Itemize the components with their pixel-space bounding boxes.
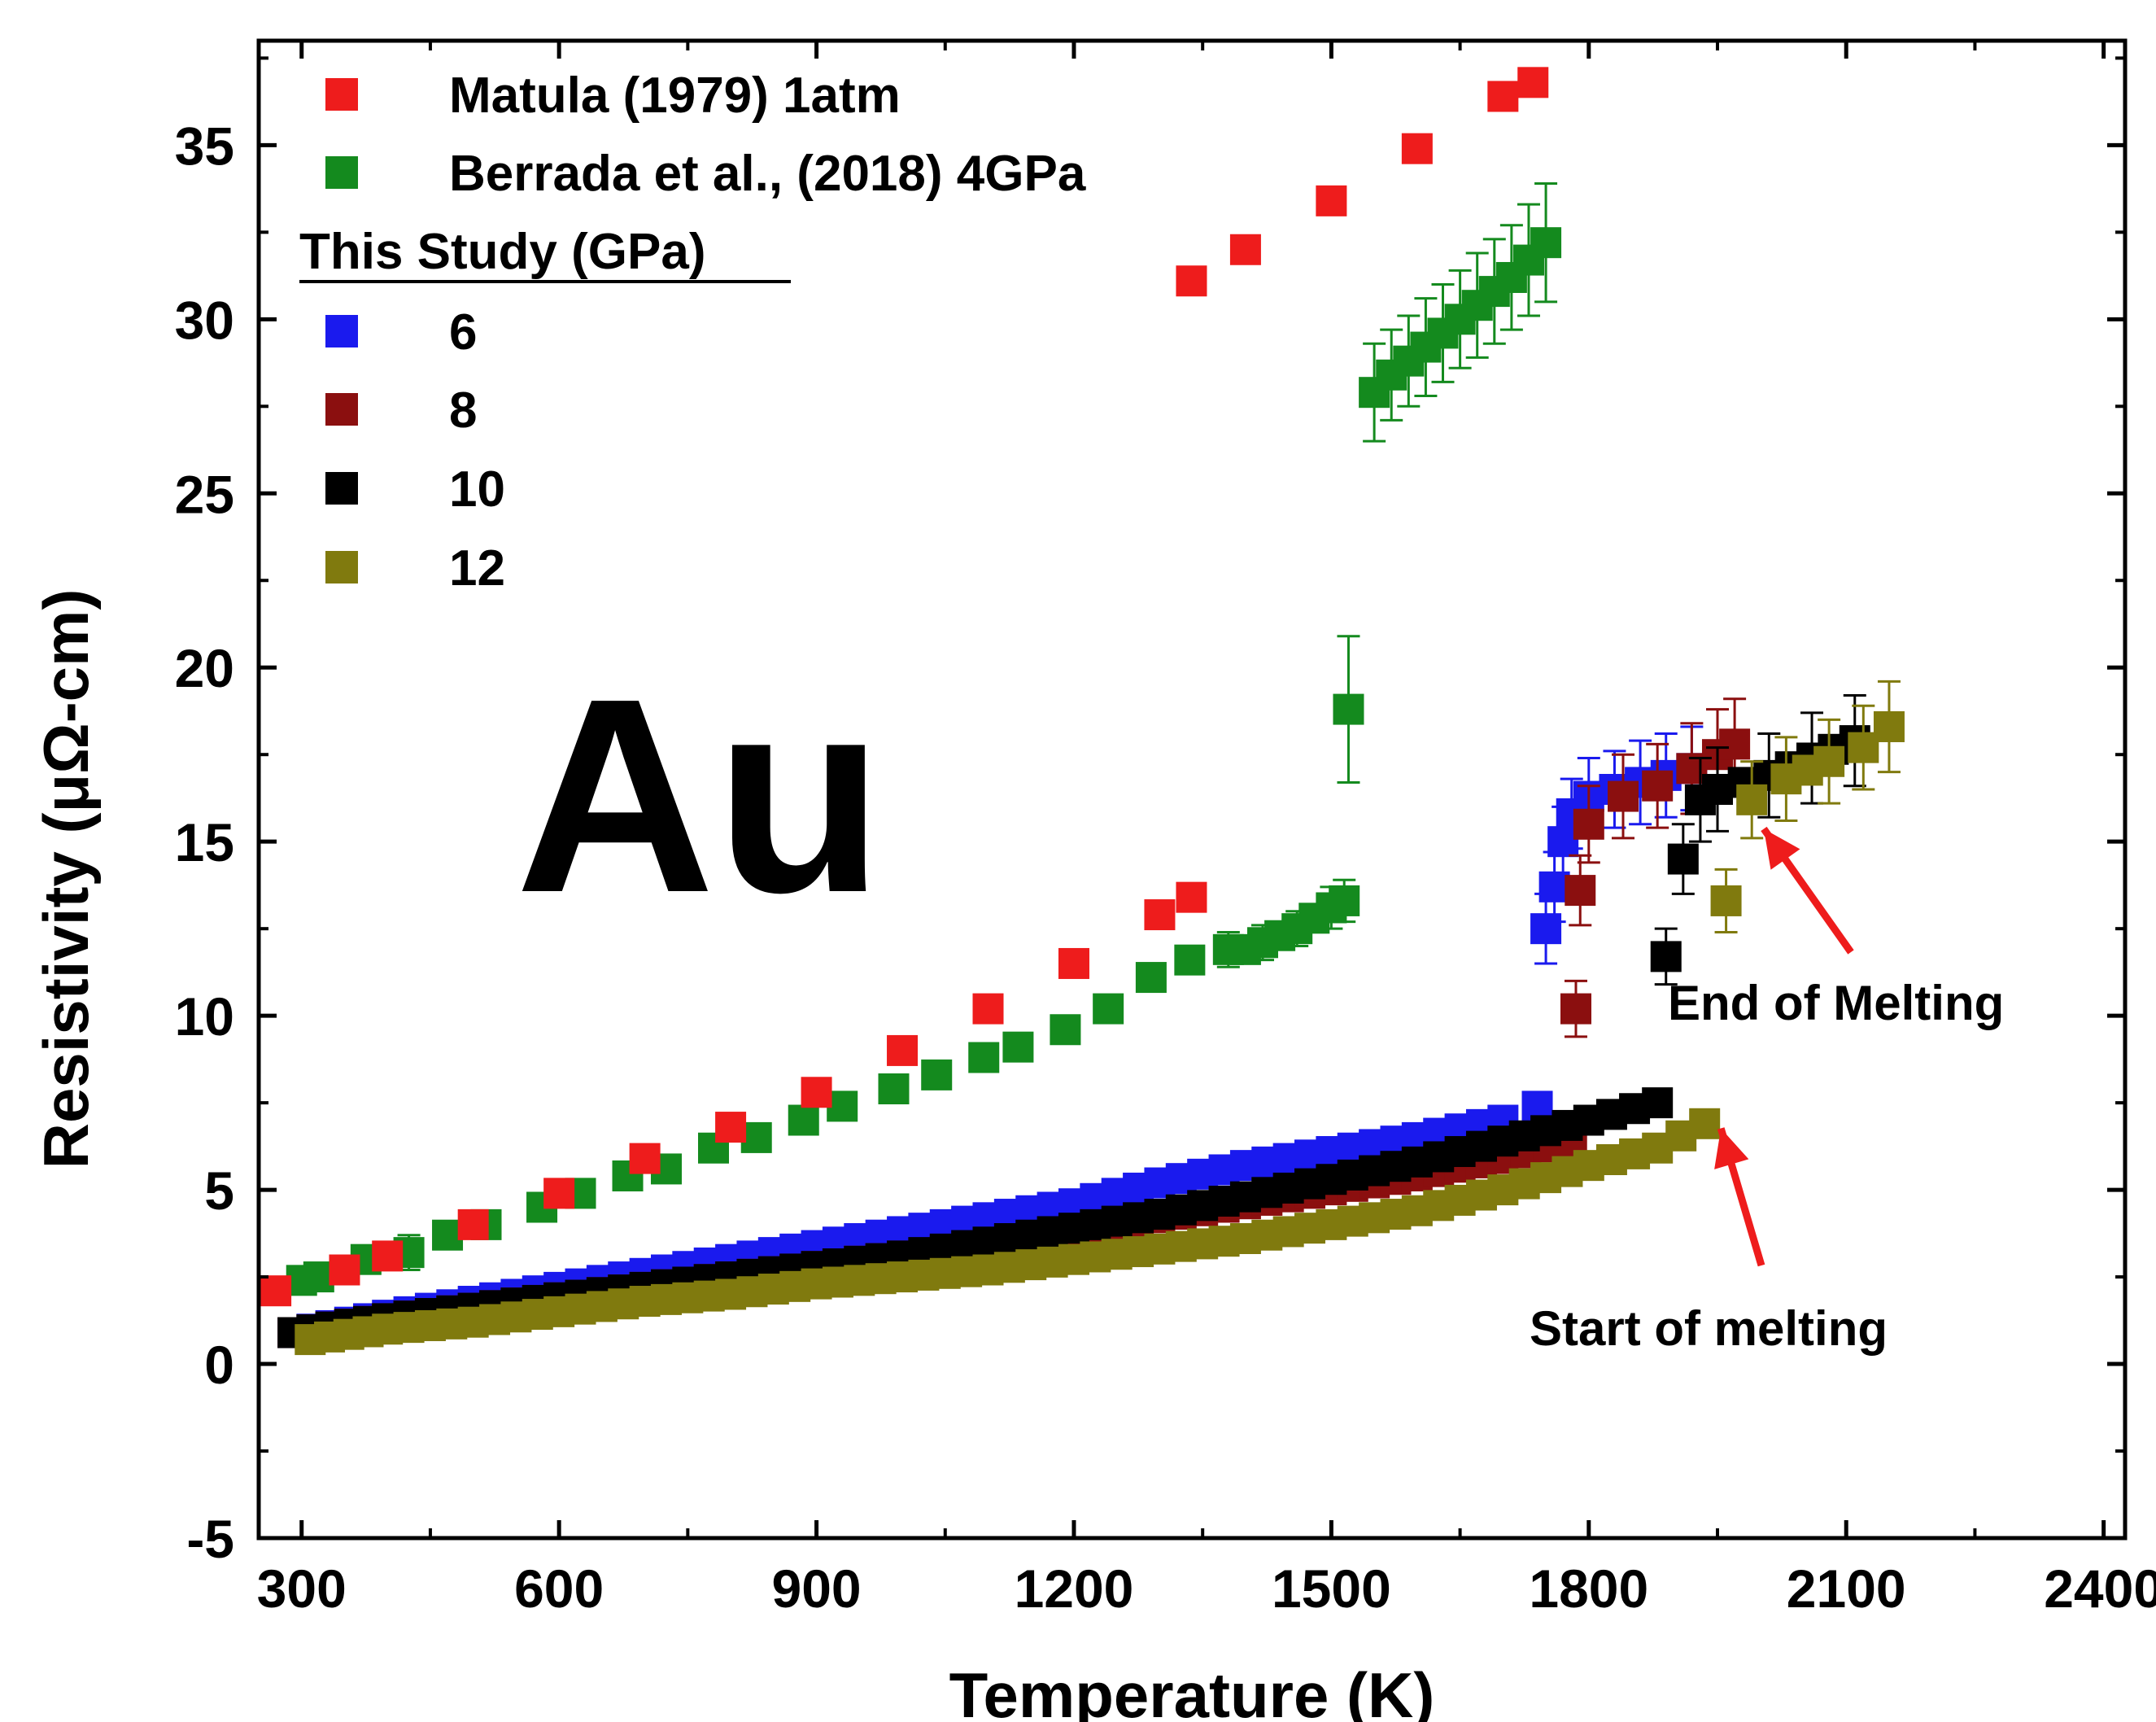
legend-marker	[325, 393, 358, 426]
data-point	[887, 1034, 919, 1066]
legend-marker	[325, 551, 358, 583]
legend-marker	[325, 315, 358, 347]
data-point	[372, 1240, 404, 1272]
data-point	[1530, 227, 1562, 259]
y-tick-label: 0	[204, 1335, 234, 1395]
x-tick-label: 600	[514, 1558, 604, 1619]
y-tick-label: 35	[175, 116, 234, 176]
data-point	[1316, 185, 1347, 216]
legend: This Study (GPa) Matula (1979) 1atm Berra…	[299, 68, 1086, 597]
data-point	[878, 1073, 910, 1104]
data-point	[1517, 67, 1549, 98]
data-point	[1329, 885, 1360, 916]
x-tick-label: 1800	[1529, 1558, 1648, 1619]
data-point	[1174, 944, 1206, 976]
y-tick-label: 15	[175, 812, 234, 872]
data-point	[1144, 899, 1176, 931]
data-point	[968, 1042, 1000, 1073]
x-tick-label: 300	[257, 1558, 347, 1619]
x-tick-label: 900	[772, 1558, 862, 1619]
data-point	[1176, 265, 1207, 297]
data-point	[1719, 728, 1751, 760]
data-point	[1401, 133, 1433, 164]
x-tick-label: 1200	[1015, 1558, 1134, 1619]
data-point	[1530, 913, 1562, 945]
series-berrada-et-al-2018-4gpa	[286, 181, 1562, 1296]
x-tick-label: 2400	[2044, 1558, 2156, 1619]
data-point	[715, 1112, 747, 1143]
annotation-arrowhead	[1714, 1128, 1749, 1169]
data-point	[1650, 941, 1682, 972]
data-point	[543, 1178, 575, 1209]
legend-heading: This Study (GPa)	[299, 224, 705, 280]
y-tick-label: 5	[204, 1160, 234, 1221]
data-point	[1642, 1087, 1674, 1119]
y-tick-label: -5	[186, 1509, 234, 1569]
annotation-start-of-melting: Start of melting	[1530, 1301, 1888, 1356]
data-point	[972, 993, 1004, 1025]
y-tick-label: 25	[175, 464, 234, 524]
y-tick-label: 10	[175, 986, 234, 1047]
axes: Temperature (K) Resistivity (μΩ-cm) 300 6…	[30, 38, 2156, 1722]
data-point	[1565, 875, 1596, 907]
data-point	[1667, 843, 1699, 875]
y-tick-label: 20	[175, 638, 234, 698]
annotation-arrowhead	[1763, 828, 1800, 870]
legend-label: Berrada et al., (2018) 4GPa	[449, 146, 1086, 202]
data-point	[1573, 808, 1604, 840]
data-point	[1229, 234, 1261, 265]
data-point	[1873, 710, 1905, 742]
plot-frame	[256, 38, 2128, 1541]
y-tick-label: 30	[175, 290, 234, 350]
data-point	[1050, 1014, 1081, 1046]
data-point	[788, 1104, 819, 1136]
x-axis-title: Temperature (K)	[949, 1659, 1435, 1722]
data-point	[1689, 1108, 1721, 1139]
y-axis-title: Resistivity (μΩ-cm)	[30, 589, 102, 1169]
data-point	[1093, 993, 1124, 1025]
legend-marker	[325, 472, 358, 505]
series-12	[295, 680, 1905, 1356]
data-point	[1642, 770, 1674, 802]
data-point	[1710, 885, 1742, 916]
legend-marker	[325, 78, 358, 111]
legend-label: 6	[449, 304, 477, 361]
data-point	[1487, 81, 1519, 112]
plot-area	[260, 67, 1905, 1356]
data-point	[260, 1275, 292, 1307]
data-point	[1176, 881, 1207, 913]
x-tick-label: 1500	[1272, 1558, 1391, 1619]
data-point	[629, 1143, 661, 1174]
data-point	[1736, 784, 1768, 815]
legend-label: 8	[449, 382, 477, 439]
data-point	[329, 1254, 360, 1286]
data-point	[1002, 1031, 1034, 1063]
legend-label: 10	[449, 461, 505, 518]
x-tick-label: 2100	[1787, 1558, 1906, 1619]
annotations: End of Melting Start of melting	[1530, 826, 2004, 1356]
data-point	[1607, 780, 1639, 812]
data-point	[1813, 745, 1845, 777]
legend-marker	[325, 156, 358, 189]
data-point	[1135, 962, 1167, 994]
data-point	[457, 1208, 489, 1240]
data-point	[1333, 693, 1364, 725]
annotation-end-of-melting: End of Melting	[1668, 976, 2004, 1030]
legend-label: 12	[449, 540, 505, 597]
data-point	[921, 1059, 953, 1090]
series-matula-1979-1atm	[260, 67, 1549, 1307]
data-point	[1058, 947, 1089, 979]
data-point	[1560, 993, 1591, 1025]
element-label-au: Au	[515, 641, 884, 951]
data-point	[801, 1077, 832, 1108]
legend-label: Matula (1979) 1atm	[449, 68, 901, 124]
